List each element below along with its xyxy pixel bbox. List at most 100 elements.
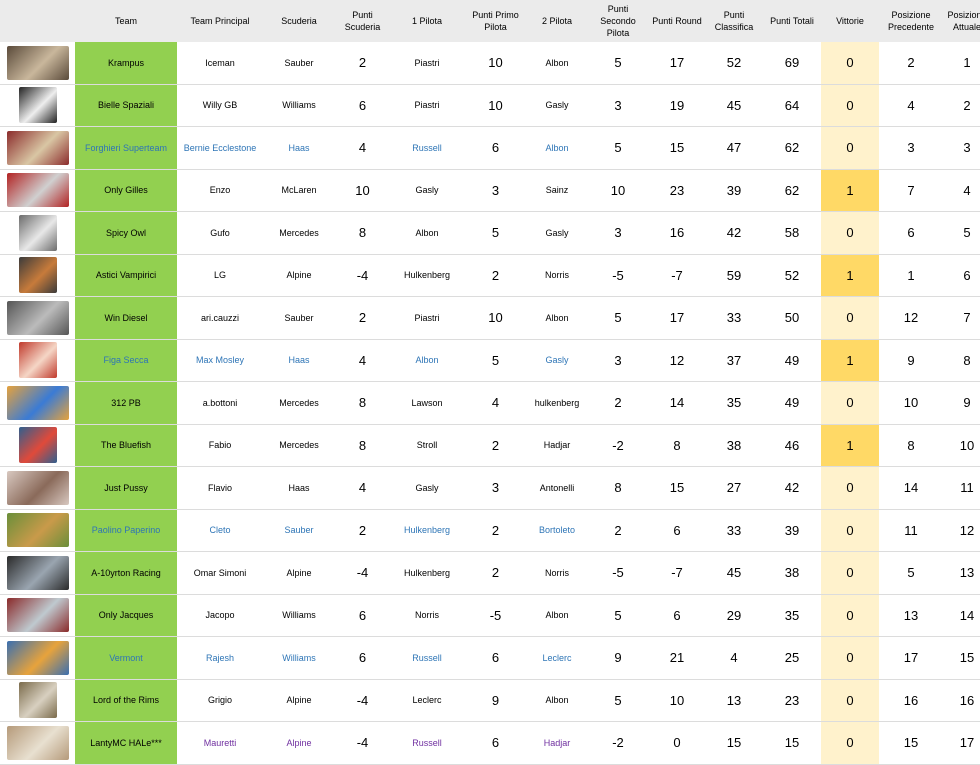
posizione-precedente: 9 [879,339,943,382]
pilota2: Bortoleto [527,509,587,552]
header-punti-round[interactable]: Punti Round [649,0,705,42]
header-pos-att[interactable]: Posizione Attuale [943,0,980,42]
pilota2: Gasly [527,339,587,382]
header-pilota2[interactable]: 2 Pilota [527,0,587,42]
team-photo-cell [0,466,75,510]
punti-scuderia: 8 [335,381,390,425]
team-name: Vermont [75,636,177,680]
posizione-precedente: 13 [879,594,943,637]
table-row: Paolino Paperino Cleto Sauber 2 Hulkenberg 2 B… [0,509,980,552]
pilota2: Albon [527,296,587,340]
team-photo-cell [0,254,75,297]
pilota1: Hulkenberg [390,551,464,595]
team-principal: Bernie Ecclestone [177,126,263,170]
header-pilota1[interactable]: 1 Pilota [390,0,464,42]
team-photo-cell [0,126,75,170]
punti-scuderia: -4 [335,254,390,297]
team-photo [6,385,69,420]
header-punti-classifica[interactable]: Punti Classifica [705,0,763,42]
punti-primo-pilota: 2 [464,509,527,552]
posizione-precedente: 8 [879,424,943,467]
punti-round: 17 [649,296,705,340]
team-name: Figa Secca [75,339,177,382]
posizione-precedente: 2 [879,42,943,85]
scuderia: Haas [263,126,335,170]
vittorie: 0 [821,84,879,127]
punti-totali: 62 [763,169,821,212]
scuderia: Mercedes [263,211,335,255]
punti-round: 6 [649,509,705,552]
pilota2: Hadjar [527,721,587,765]
team-principal: Rajesh [177,636,263,680]
punti-secondo-pilota: -2 [587,424,649,467]
vittorie: 1 [821,424,879,467]
team-name: A-10yrton Racing [75,551,177,595]
scuderia: Alpine [263,679,335,722]
header-punti-totali[interactable]: Punti Totali [763,0,821,42]
punti-secondo-pilota: 2 [587,509,649,552]
table-row: Figa Secca Max Mosley Haas 4 Albon 5 Gasly 3 12 3… [0,339,980,382]
team-photo [18,427,57,464]
punti-primo-pilota: 6 [464,636,527,680]
punti-secondo-pilota: 3 [587,211,649,255]
team-name: Spicy Owl [75,211,177,255]
team-photo [18,214,57,251]
punti-scuderia: 4 [335,339,390,382]
punti-secondo-pilota: 3 [587,339,649,382]
pilota1: Norris [390,594,464,637]
punti-primo-pilota: 4 [464,381,527,425]
posizione-attuale: 4 [943,169,980,212]
pilota1: Piastri [390,84,464,127]
punti-totali: 15 [763,721,821,765]
team-photo-cell [0,42,75,85]
punti-secondo-pilota: 9 [587,636,649,680]
table-row: Just Pussy Flavio Haas 4 Gasly 3 Antonelli 8 15 2… [0,466,980,510]
scuderia: Alpine [263,551,335,595]
punti-primo-pilota: 5 [464,339,527,382]
team-photo [6,640,69,675]
punti-classifica: 47 [705,126,763,170]
team-principal: Iceman [177,42,263,85]
pilota2: hulkenberg [527,381,587,425]
header-punti-primo[interactable]: Punti Primo Pilota [464,0,527,42]
header-punti-secondo[interactable]: Punti Secondo Pilota [587,0,649,42]
punti-totali: 46 [763,424,821,467]
team-photo-cell [0,381,75,425]
punti-round: 19 [649,84,705,127]
team-photo-cell [0,339,75,382]
table-row: Forghieri Superteam Bernie Ecclestone Haas… [0,126,980,170]
team-principal: Jacopo [177,594,263,637]
table-row: Lord of the Rims Grigio Alpine -4 Leclerc 9 Al… [0,679,980,722]
header-vittorie[interactable]: Vittorie [821,0,879,42]
punti-primo-pilota: 5 [464,211,527,255]
punti-scuderia: 4 [335,466,390,510]
header-scuderia[interactable]: Scuderia [263,0,335,42]
punti-classifica: 42 [705,211,763,255]
punti-secondo-pilota: 10 [587,169,649,212]
punti-totali: 25 [763,636,821,680]
team-photo-cell [0,551,75,595]
pilota1: Hulkenberg [390,254,464,297]
header-image [0,0,75,42]
team-photo-cell [0,679,75,722]
team-principal: Fabio [177,424,263,467]
pilota2: Albon [527,126,587,170]
punti-scuderia: 6 [335,594,390,637]
team-name: Only Gilles [75,169,177,212]
team-name: 312 PB [75,381,177,425]
posizione-attuale: 1 [943,42,980,85]
scuderia: Alpine [263,721,335,765]
header-principal[interactable]: Team Principal [177,0,263,42]
header-punti-scuderia[interactable]: Punti Scuderia [335,0,390,42]
header-team[interactable]: Team [75,0,177,42]
table-row: Astici Vampirici LG Alpine -4 Hulkenberg 2 Nor… [0,254,980,297]
posizione-attuale: 13 [943,551,980,595]
punti-classifica: 39 [705,169,763,212]
vittorie: 0 [821,679,879,722]
vittorie: 0 [821,509,879,552]
punti-round: 12 [649,339,705,382]
team-name: Win Diesel [75,296,177,340]
team-photo-cell [0,296,75,340]
header-pos-prec[interactable]: Posizione Precedente [879,0,943,42]
posizione-attuale: 7 [943,296,980,340]
